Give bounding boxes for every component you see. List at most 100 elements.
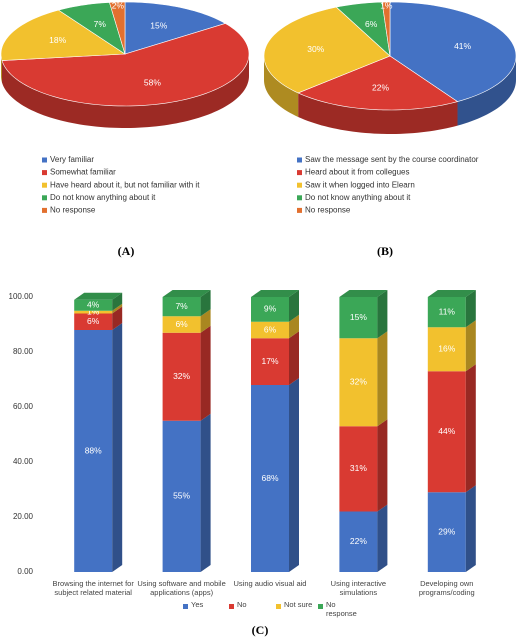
- bar-front: [339, 426, 378, 512]
- data-label: 44%: [438, 426, 455, 436]
- legend-swatch: [276, 604, 281, 609]
- legend-swatch: [297, 170, 302, 176]
- bar-segment: [74, 323, 123, 572]
- y-tick-label: 100.00: [9, 292, 34, 301]
- data-label: 7%: [94, 19, 107, 29]
- pie-side: [1, 54, 249, 128]
- legend-label: Do not know anything about it: [50, 193, 156, 202]
- bar-segment: [427, 320, 476, 372]
- panel-label: (B): [377, 244, 393, 258]
- data-label: 88%: [85, 445, 102, 455]
- legend-label: No response: [326, 600, 357, 618]
- bar-front: [251, 321, 289, 339]
- pie-top: [297, 55, 459, 111]
- legend-swatch: [42, 195, 47, 201]
- legend-swatch: [183, 604, 188, 609]
- legend-label: Do not know anything about it: [305, 193, 411, 202]
- bar-side: [377, 290, 388, 339]
- bar-side: [377, 504, 388, 572]
- legend-swatch: [297, 182, 302, 188]
- bar-side: [200, 309, 211, 333]
- data-label: 17%: [261, 356, 278, 366]
- bar-segment: [339, 419, 388, 512]
- data-label: 15%: [150, 20, 167, 30]
- bar-segment: [427, 364, 476, 493]
- bar-front: [162, 316, 201, 333]
- bar-segment: [162, 413, 211, 572]
- x-tick-label: Browsing the internet for subject relate…: [52, 579, 134, 597]
- bar-segment: [251, 331, 299, 385]
- pie-top: [0, 9, 126, 61]
- bar-top: [74, 292, 123, 300]
- data-label: 55%: [173, 491, 190, 501]
- pie-slice: [124, 1, 227, 55]
- legend-swatch: [297, 195, 302, 201]
- x-tick-label: Using audio visual aid: [233, 579, 307, 588]
- data-label: 68%: [261, 473, 278, 483]
- data-label: 32%: [350, 377, 367, 387]
- legend-label: No response: [50, 206, 96, 215]
- bar-segment: [251, 290, 299, 322]
- legend-swatch: [42, 182, 47, 188]
- bar-top: [162, 290, 211, 297]
- legend-label: Somewhat familiar: [50, 168, 116, 177]
- bar-segment: [162, 325, 211, 421]
- bar-side: [289, 331, 299, 385]
- bar-front: [74, 310, 113, 314]
- bar-side: [289, 314, 299, 339]
- bar-top: [251, 290, 299, 297]
- data-label: 58%: [144, 77, 161, 87]
- legend-label: Have heard about it, but not familiar wi…: [50, 180, 200, 189]
- bar-front: [427, 492, 466, 572]
- y-tick-label: 40.00: [13, 457, 34, 466]
- x-tick-label: Using interactive simulations: [330, 579, 387, 597]
- pie-side: [298, 92, 458, 134]
- panel-label: (A): [117, 244, 135, 258]
- data-label: 6%: [175, 319, 188, 329]
- pie-top: [381, 1, 391, 57]
- bar-front: [74, 330, 113, 572]
- pie-top: [389, 1, 517, 102]
- bar-front: [339, 297, 378, 339]
- bar-top: [339, 290, 388, 297]
- data-label: 7%: [175, 301, 188, 311]
- pie-slice: [335, 1, 391, 57]
- data-label: 4%: [87, 300, 100, 310]
- pie-slice: [263, 6, 391, 117]
- bar-side: [112, 306, 123, 330]
- bar-side: [377, 331, 388, 427]
- bar-segment: [74, 292, 123, 311]
- pie-top: [335, 1, 391, 57]
- data-label: 1%: [380, 1, 393, 11]
- data-label: 15%: [350, 312, 367, 322]
- bar-side: [465, 290, 476, 328]
- bar-side: [112, 292, 123, 311]
- bar-side: [200, 325, 211, 421]
- bar-front: [339, 338, 378, 427]
- pie-top: [263, 6, 391, 94]
- data-label: 22%: [350, 536, 367, 546]
- bar-segment: [251, 314, 299, 339]
- pie-side: [1, 54, 2, 83]
- bar-side: [465, 364, 476, 493]
- data-label: 2%: [112, 1, 125, 11]
- bar-front: [74, 313, 113, 330]
- bar-side: [289, 290, 299, 322]
- bar-segment: [162, 309, 211, 333]
- pie-slice: [297, 55, 459, 134]
- data-label: 30%: [307, 44, 324, 54]
- bar-front: [251, 297, 289, 322]
- data-label: 6%: [264, 324, 277, 334]
- pie-side: [264, 56, 299, 117]
- legend-swatch: [42, 207, 47, 213]
- pie-slice: [57, 2, 126, 55]
- legend-label: Yes: [191, 600, 204, 609]
- bar-front: [162, 332, 201, 421]
- pie-top: [1, 23, 250, 107]
- bar-side: [200, 290, 211, 317]
- pie-top: [57, 2, 126, 55]
- bar-segment: [74, 306, 123, 330]
- bar-front: [427, 297, 466, 328]
- bar-segment: [74, 303, 123, 314]
